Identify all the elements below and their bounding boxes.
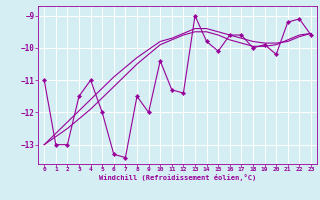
X-axis label: Windchill (Refroidissement éolien,°C): Windchill (Refroidissement éolien,°C)	[99, 174, 256, 181]
